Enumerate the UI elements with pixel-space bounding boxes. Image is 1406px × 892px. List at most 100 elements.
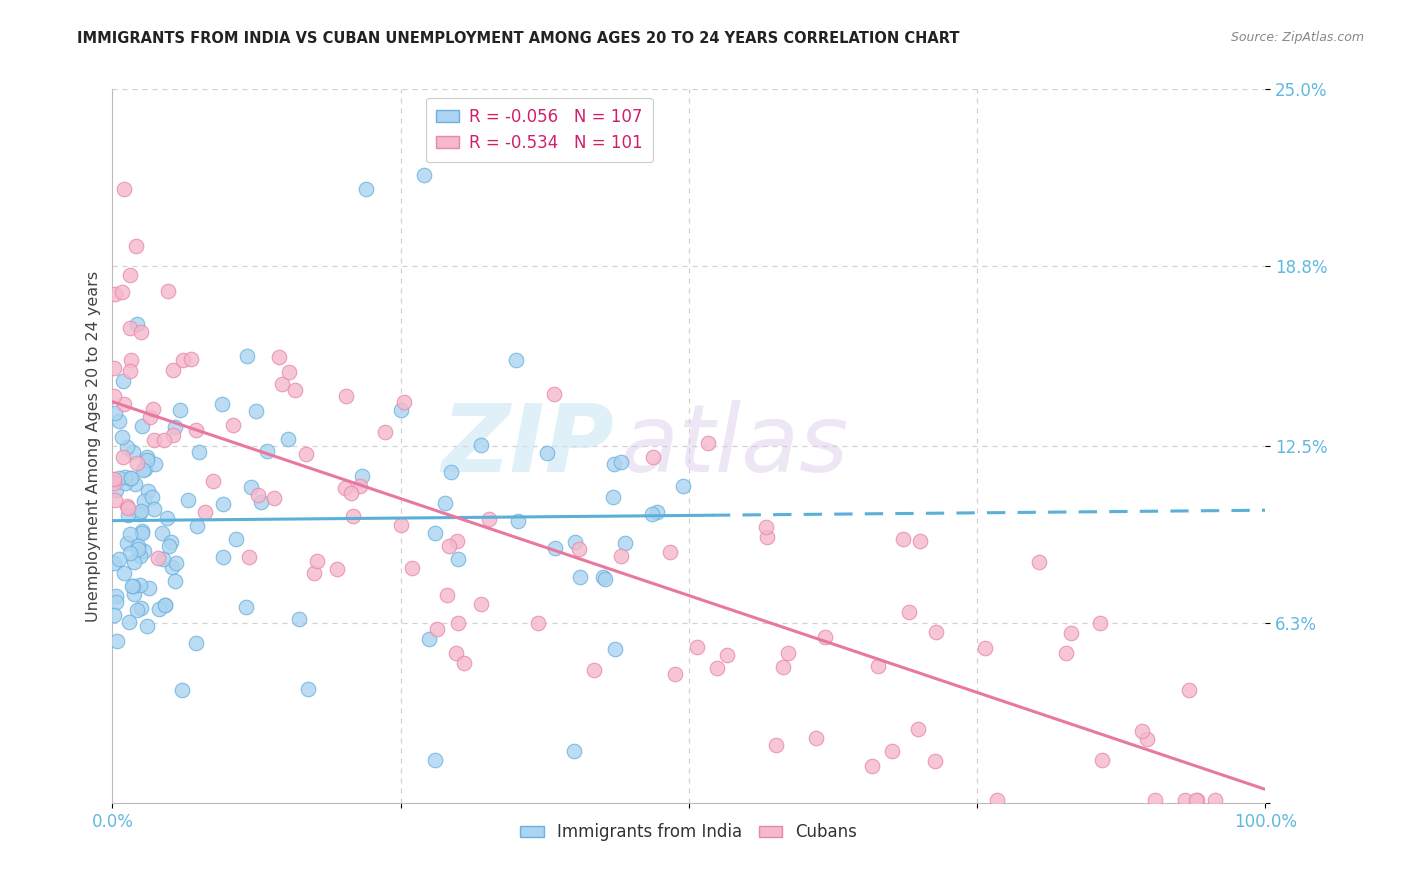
Point — [163, 420, 186, 434]
Point — [288, 612, 311, 626]
Point — [131, 526, 153, 541]
Point — [103, 476, 125, 491]
Point — [1130, 723, 1153, 738]
Point — [238, 550, 260, 565]
Point — [706, 661, 728, 675]
Point — [120, 353, 142, 368]
Point — [305, 554, 328, 568]
Point — [765, 738, 787, 752]
Point — [564, 535, 586, 549]
Point — [124, 476, 146, 491]
Point — [860, 759, 883, 773]
Point — [418, 632, 440, 647]
Point — [804, 731, 827, 745]
Point — [389, 402, 412, 417]
Point — [602, 490, 624, 504]
Point — [1088, 616, 1111, 631]
Point — [1028, 555, 1050, 569]
Point — [245, 403, 267, 417]
Point — [478, 512, 501, 526]
Point — [436, 587, 458, 601]
Point — [582, 663, 605, 677]
Point — [212, 498, 235, 512]
Point — [152, 552, 174, 566]
Point — [526, 616, 548, 631]
Point — [124, 239, 146, 253]
Point — [156, 284, 179, 298]
Point — [924, 625, 946, 640]
Point — [118, 615, 141, 629]
Point — [974, 641, 997, 656]
Point — [134, 461, 156, 475]
Point — [610, 455, 633, 469]
Point — [250, 495, 273, 509]
Point — [127, 603, 149, 617]
Point — [389, 517, 412, 532]
Point — [166, 556, 188, 570]
Point — [104, 483, 127, 498]
Point — [186, 519, 208, 533]
Point — [868, 659, 890, 673]
Point — [104, 286, 127, 301]
Point — [543, 541, 565, 556]
Point — [135, 619, 157, 633]
Point — [897, 605, 920, 619]
Point — [127, 542, 149, 557]
Point — [593, 572, 616, 586]
Point — [444, 646, 467, 660]
Point — [470, 598, 492, 612]
Point — [453, 657, 475, 671]
Point — [176, 492, 198, 507]
Point — [643, 450, 665, 464]
Point — [1185, 793, 1208, 807]
Point — [120, 471, 142, 485]
Point — [115, 535, 138, 549]
Point — [354, 182, 377, 196]
Point — [277, 433, 299, 447]
Point — [212, 549, 235, 564]
Point — [505, 353, 527, 368]
Point — [162, 428, 184, 442]
Point — [755, 519, 778, 533]
Point — [236, 349, 259, 363]
Point — [986, 793, 1008, 807]
Point — [108, 471, 131, 485]
Point — [131, 524, 153, 538]
Point — [1177, 682, 1199, 697]
Point — [1143, 793, 1166, 807]
Point — [447, 552, 470, 566]
Point — [180, 351, 202, 366]
Point — [159, 539, 181, 553]
Point — [401, 561, 423, 575]
Text: Source: ZipAtlas.com: Source: ZipAtlas.com — [1230, 31, 1364, 45]
Point — [131, 419, 153, 434]
Point — [117, 500, 139, 515]
Point — [269, 350, 291, 364]
Point — [132, 463, 155, 477]
Point — [277, 365, 299, 379]
Point — [134, 544, 156, 558]
Point — [437, 540, 460, 554]
Point — [139, 410, 162, 425]
Point — [129, 549, 152, 563]
Point — [778, 646, 800, 660]
Point — [112, 450, 135, 465]
Point — [120, 364, 142, 378]
Point — [756, 530, 779, 544]
Point — [221, 417, 243, 432]
Point — [169, 402, 191, 417]
Point — [122, 445, 145, 459]
Point — [392, 394, 415, 409]
Point — [156, 511, 179, 525]
Point — [160, 534, 183, 549]
Point — [118, 471, 141, 485]
Point — [117, 440, 139, 454]
Point — [142, 433, 165, 447]
Point — [374, 425, 396, 439]
Point — [114, 469, 136, 483]
Point — [333, 481, 356, 495]
Point — [295, 447, 318, 461]
Point — [335, 389, 357, 403]
Point — [256, 444, 278, 458]
Point — [924, 754, 946, 768]
